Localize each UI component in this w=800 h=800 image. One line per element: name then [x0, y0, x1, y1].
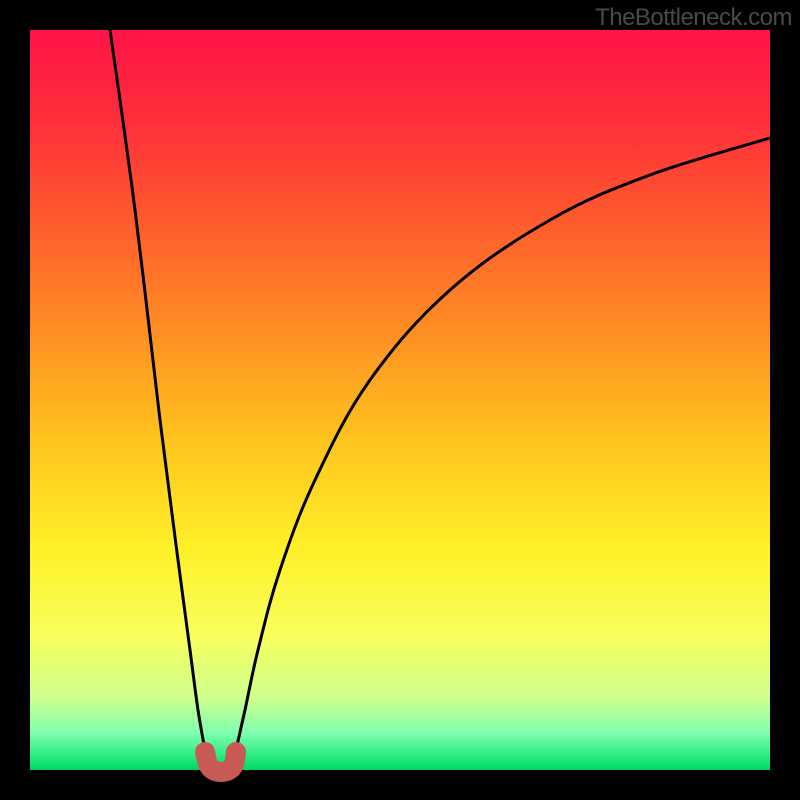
chart-container: TheBottleneck.com — [0, 0, 800, 800]
plot-background — [30, 30, 770, 770]
watermark-text: TheBottleneck.com — [595, 4, 792, 32]
bottleneck-chart — [0, 0, 800, 800]
